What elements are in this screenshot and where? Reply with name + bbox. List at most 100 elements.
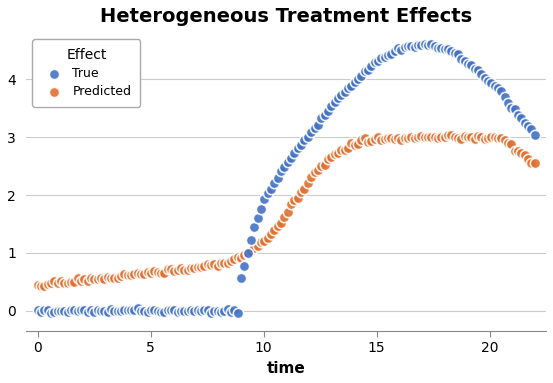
- True: [70, 307, 79, 313]
- True: [304, 134, 312, 140]
- Predicted: [160, 270, 169, 276]
- Predicted: [304, 180, 312, 186]
- Predicted: [417, 133, 426, 139]
- True: [140, 308, 149, 314]
- Predicted: [93, 276, 102, 282]
- True: [314, 121, 322, 128]
- Predicted: [494, 134, 503, 141]
- Predicted: [53, 280, 62, 286]
- True: [387, 51, 396, 57]
- Predicted: [103, 274, 112, 280]
- True: [510, 106, 519, 112]
- Predicted: [223, 260, 232, 266]
- Predicted: [370, 136, 379, 142]
- True: [524, 123, 533, 129]
- Predicted: [504, 139, 513, 146]
- True: [137, 308, 145, 314]
- Predicted: [153, 269, 162, 275]
- True: [340, 89, 349, 95]
- True: [160, 309, 169, 315]
- Predicted: [320, 162, 329, 168]
- Predicted: [477, 134, 486, 140]
- True: [220, 308, 229, 314]
- True: [420, 41, 429, 47]
- Predicted: [360, 135, 369, 141]
- Predicted: [137, 271, 145, 277]
- True: [223, 306, 232, 312]
- True: [120, 307, 129, 313]
- Predicted: [347, 139, 356, 146]
- True: [367, 63, 375, 69]
- True: [53, 308, 62, 314]
- Predicted: [444, 132, 452, 138]
- Predicted: [397, 136, 406, 142]
- True: [227, 309, 236, 315]
- True: [200, 308, 209, 314]
- Predicted: [130, 272, 139, 278]
- True: [520, 119, 529, 126]
- True: [173, 309, 182, 315]
- Predicted: [147, 270, 155, 276]
- Predicted: [440, 134, 449, 141]
- True: [357, 72, 366, 79]
- True: [123, 307, 132, 313]
- Predicted: [394, 135, 403, 141]
- True: [100, 308, 109, 314]
- True: [480, 75, 489, 82]
- True: [347, 83, 356, 89]
- Predicted: [197, 264, 206, 270]
- Predicted: [46, 280, 55, 286]
- Predicted: [83, 278, 92, 284]
- Predicted: [176, 265, 185, 271]
- Title: Heterogeneous Treatment Effects: Heterogeneous Treatment Effects: [100, 7, 472, 26]
- Predicted: [60, 280, 69, 286]
- True: [257, 206, 265, 212]
- True: [117, 308, 126, 314]
- Predicted: [260, 238, 269, 244]
- Predicted: [194, 264, 202, 270]
- True: [170, 307, 179, 313]
- Predicted: [327, 154, 336, 160]
- True: [63, 309, 72, 315]
- True: [194, 307, 202, 313]
- True: [73, 308, 82, 314]
- True: [514, 111, 523, 118]
- Predicted: [227, 258, 236, 264]
- Predicted: [213, 263, 222, 269]
- Predicted: [70, 279, 79, 285]
- True: [324, 108, 332, 114]
- True: [267, 186, 275, 192]
- X-axis label: time: time: [267, 361, 305, 376]
- True: [240, 263, 249, 269]
- Legend: True, Predicted: True, Predicted: [33, 39, 140, 107]
- True: [390, 48, 399, 54]
- True: [447, 48, 456, 54]
- Predicted: [207, 262, 216, 268]
- True: [373, 58, 382, 64]
- Predicted: [404, 135, 413, 141]
- True: [517, 115, 526, 121]
- True: [233, 310, 242, 316]
- Predicted: [484, 135, 493, 141]
- True: [83, 309, 92, 315]
- True: [247, 236, 255, 242]
- Predicted: [337, 147, 346, 153]
- Predicted: [230, 256, 239, 262]
- Predicted: [80, 276, 88, 282]
- Predicted: [257, 239, 265, 245]
- Predicted: [100, 276, 109, 282]
- Predicted: [324, 156, 332, 162]
- True: [180, 308, 189, 314]
- True: [133, 305, 142, 311]
- Predicted: [460, 133, 469, 139]
- True: [253, 215, 262, 221]
- True: [383, 51, 392, 57]
- Predicted: [173, 267, 182, 273]
- True: [204, 307, 212, 313]
- Predicted: [307, 174, 316, 180]
- Predicted: [180, 267, 189, 273]
- Predicted: [414, 134, 422, 140]
- True: [494, 85, 503, 91]
- True: [337, 92, 346, 98]
- Predicted: [363, 139, 372, 145]
